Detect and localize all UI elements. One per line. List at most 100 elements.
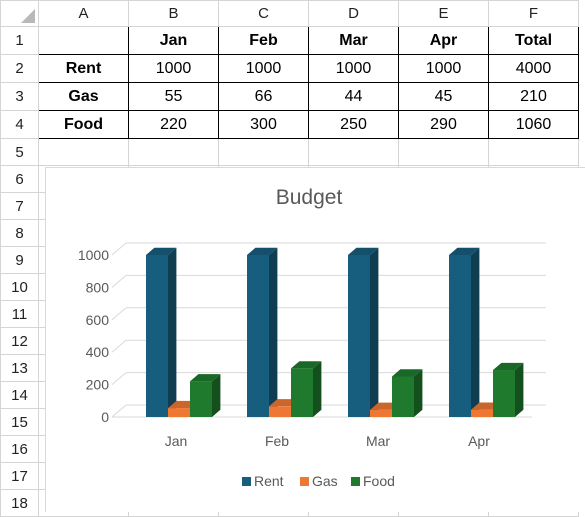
bar-top bbox=[190, 374, 221, 382]
row-header-17[interactable]: 17 bbox=[0, 462, 39, 490]
row-header-12[interactable]: 12 bbox=[0, 327, 39, 355]
row-header-16[interactable]: 16 bbox=[0, 435, 39, 463]
legend-label: Rent bbox=[254, 473, 284, 489]
cell-e5[interactable] bbox=[398, 138, 489, 166]
column-header-b[interactable]: B bbox=[128, 0, 219, 27]
cell-d1[interactable]: Mar bbox=[308, 26, 399, 55]
cell-c3[interactable]: 66 bbox=[218, 82, 309, 111]
cell-b5[interactable] bbox=[128, 138, 219, 166]
legend-label: Food bbox=[363, 473, 395, 489]
bar-food-mar[interactable] bbox=[392, 376, 414, 418]
bar-top bbox=[493, 362, 524, 371]
x-axis-ticks: Jan Feb Mar Apr bbox=[165, 433, 491, 449]
cell-f2[interactable]: 4000 bbox=[488, 54, 579, 83]
bar-gas-mar[interactable] bbox=[370, 409, 392, 417]
bar-food-feb[interactable] bbox=[291, 368, 313, 417]
cell-c5[interactable] bbox=[218, 138, 309, 166]
row-header-2[interactable]: 2 bbox=[0, 54, 39, 83]
cell-c2[interactable]: 1000 bbox=[218, 54, 309, 83]
column-header-a[interactable]: A bbox=[38, 0, 129, 27]
cell-d3[interactable]: 44 bbox=[308, 82, 399, 111]
bar-top bbox=[392, 369, 423, 377]
cell-d5[interactable] bbox=[308, 138, 399, 166]
row-header-6[interactable]: 6 bbox=[0, 165, 39, 193]
column-header-f[interactable]: F bbox=[488, 0, 579, 27]
cell-f1[interactable]: Total bbox=[488, 26, 579, 55]
cell-b1[interactable]: Jan bbox=[128, 26, 219, 55]
y-tick-label: 800 bbox=[86, 279, 110, 295]
row-header-11[interactable]: 11 bbox=[0, 300, 39, 328]
row-header-13[interactable]: 13 bbox=[0, 354, 39, 382]
gridline-side bbox=[111, 307, 127, 321]
gridline-side bbox=[111, 275, 127, 288]
bar-side bbox=[370, 247, 379, 417]
gridline-side bbox=[111, 372, 127, 385]
cell-a4[interactable]: Food bbox=[38, 110, 129, 139]
row-header-1[interactable]: 1 bbox=[0, 26, 39, 55]
column-header-d[interactable]: D bbox=[308, 0, 399, 27]
bar-side bbox=[471, 247, 480, 417]
bar-gas-jan[interactable] bbox=[168, 408, 190, 417]
legend[interactable]: Rent Gas Food bbox=[242, 473, 395, 489]
bar-rent-feb[interactable] bbox=[247, 255, 269, 417]
legend-item-food[interactable]: Food bbox=[351, 473, 395, 489]
legend-swatch bbox=[300, 477, 309, 486]
cell-d4[interactable]: 250 bbox=[308, 110, 399, 139]
cell-e4[interactable]: 290 bbox=[398, 110, 489, 139]
row-header-3[interactable]: 3 bbox=[0, 82, 39, 111]
bar-top bbox=[146, 247, 177, 255]
cell-b4[interactable]: 220 bbox=[128, 110, 219, 139]
cell-e3[interactable]: 45 bbox=[398, 82, 489, 111]
select-all-corner[interactable] bbox=[0, 0, 39, 27]
cell-e2[interactable]: 1000 bbox=[398, 54, 489, 83]
column-header-c[interactable]: C bbox=[218, 0, 309, 27]
cell-a1[interactable] bbox=[38, 26, 129, 55]
bar-top bbox=[247, 247, 278, 255]
cell-a3[interactable]: Gas bbox=[38, 82, 129, 111]
bar-gas-feb[interactable] bbox=[269, 406, 291, 417]
cell-e1[interactable]: Apr bbox=[398, 26, 489, 55]
y-axis-ticks: 0 200 400 600 800 1000 bbox=[78, 247, 109, 425]
cell-a5[interactable] bbox=[38, 138, 129, 166]
y-tick-label: 1000 bbox=[78, 247, 109, 263]
row-header-14[interactable]: 14 bbox=[0, 381, 39, 409]
bar-top bbox=[449, 247, 480, 255]
cell-f4[interactable]: 1060 bbox=[488, 110, 579, 139]
cell-c1[interactable]: Feb bbox=[218, 26, 309, 55]
cell-b3[interactable]: 55 bbox=[128, 82, 219, 111]
cell-f5[interactable] bbox=[488, 138, 579, 166]
row-header-8[interactable]: 8 bbox=[0, 219, 39, 247]
cell-c4[interactable]: 300 bbox=[218, 110, 309, 139]
budget-chart[interactable]: Budget 0 200 400 600 800 1000 Jan Feb Mar Apr Re… bbox=[45, 167, 585, 512]
row-header-10[interactable]: 10 bbox=[0, 273, 39, 301]
row-header-15[interactable]: 15 bbox=[0, 408, 39, 436]
x-tick-label: Feb bbox=[265, 433, 289, 449]
bar-gas-apr[interactable] bbox=[471, 409, 493, 417]
row-header-9[interactable]: 9 bbox=[0, 246, 39, 274]
column-header-e[interactable]: E bbox=[398, 0, 489, 27]
row-header-4[interactable]: 4 bbox=[0, 110, 39, 139]
bar-side bbox=[414, 369, 423, 417]
bar-side bbox=[168, 247, 177, 417]
x-tick-label: Apr bbox=[468, 433, 490, 449]
bar-top bbox=[348, 247, 379, 255]
row-header-5[interactable]: 5 bbox=[0, 138, 39, 166]
cell-d2[interactable]: 1000 bbox=[308, 54, 399, 83]
cell-f3[interactable]: 210 bbox=[488, 82, 579, 111]
row-header-18[interactable]: 18 bbox=[0, 489, 39, 517]
y-tick-label: 400 bbox=[86, 344, 110, 360]
x-tick-label: Jan bbox=[165, 433, 188, 449]
cell-b2[interactable]: 1000 bbox=[128, 54, 219, 83]
bar-rent-apr[interactable] bbox=[449, 255, 471, 417]
legend-swatch bbox=[351, 477, 360, 486]
cell-a2[interactable]: Rent bbox=[38, 54, 129, 83]
bar-food-jan[interactable] bbox=[190, 381, 212, 417]
gridlines bbox=[111, 242, 546, 418]
bar-rent-jan[interactable] bbox=[146, 255, 168, 417]
row-header-7[interactable]: 7 bbox=[0, 192, 39, 220]
chart-title: Budget bbox=[276, 186, 343, 209]
legend-item-gas[interactable]: Gas bbox=[300, 473, 338, 489]
bar-rent-mar[interactable] bbox=[348, 255, 370, 417]
bar-food-apr[interactable] bbox=[493, 370, 515, 417]
legend-item-rent[interactable]: Rent bbox=[242, 473, 284, 489]
